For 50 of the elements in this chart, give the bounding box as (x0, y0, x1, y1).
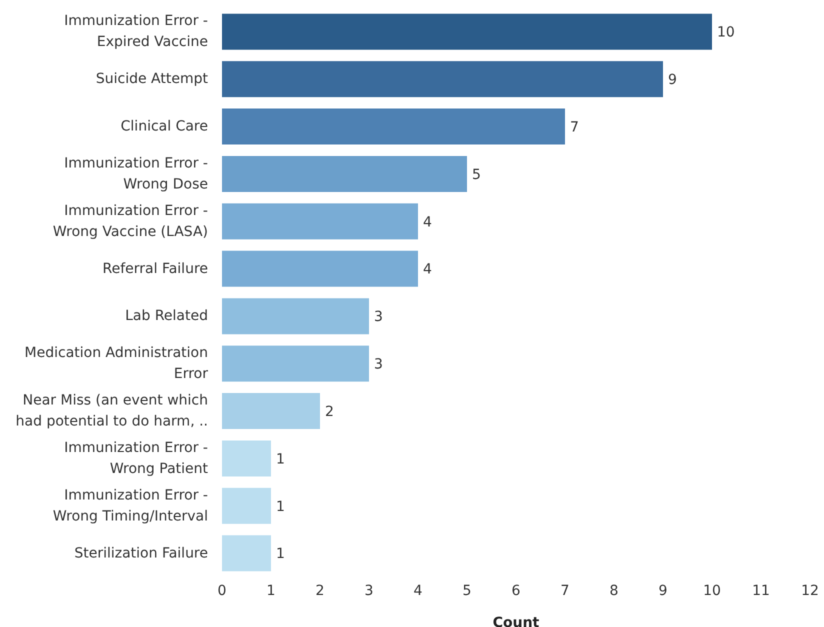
data-label: 1 (276, 451, 285, 468)
bar (222, 61, 663, 98)
x-tick-label: 0 (218, 582, 226, 599)
x-tick-label: 1 (266, 582, 276, 599)
data-label: 9 (668, 72, 677, 88)
data-label: 4 (423, 262, 432, 278)
bar (222, 14, 712, 50)
bar (222, 203, 418, 240)
bar (222, 393, 320, 430)
x-axis-title: Count (492, 615, 540, 627)
x-tick-label: 5 (462, 582, 472, 599)
y-tick-label: Immunization Error - Wrong Patient (64, 440, 209, 477)
data-label: 3 (374, 309, 383, 326)
y-tick-label: Clinical Care (120, 118, 208, 135)
y-tick-label: Referral Failure (102, 260, 208, 277)
bar (222, 535, 271, 572)
x-tick-label: 4 (414, 582, 423, 599)
x-tick-label: 7 (560, 582, 570, 599)
bar (222, 440, 271, 476)
y-tick-label: Immunization Error - Expired Vaccine (64, 13, 208, 50)
bar (222, 108, 565, 145)
data-label: 5 (472, 166, 481, 183)
y-tick-label: Immunization Error - Wrong Vaccine (LASA) (52, 202, 208, 240)
bar (222, 156, 467, 192)
x-tick-label: 12 (801, 582, 819, 599)
data-label: 1 (276, 498, 285, 515)
x-tick-label: 6 (512, 582, 521, 599)
x-tick-label: 2 (316, 582, 324, 599)
x-tick-label: 8 (610, 582, 618, 599)
x-tick-label: 11 (752, 582, 770, 599)
y-tick-label: Suicide Attempt (96, 71, 209, 88)
x-tick-label: 10 (703, 582, 721, 599)
y-tick-label: Lab Related (125, 308, 208, 324)
data-label: 3 (374, 356, 383, 373)
x-tick-label: 3 (364, 582, 374, 599)
data-label: 1 (276, 546, 285, 562)
bar (222, 346, 369, 382)
data-label: 4 (423, 214, 432, 230)
y-tick-label: Near Miss (an event which had potential to do harm, .. (16, 392, 208, 430)
data-label: 7 (570, 119, 579, 136)
bar (222, 298, 369, 334)
y-tick-label: Immunization Error - Wrong Timing/Interval (52, 487, 208, 524)
y-tick-label: Sterilization Failure (74, 545, 208, 562)
bar (222, 488, 271, 524)
x-tick-label: 9 (658, 582, 668, 599)
data-label: 10 (717, 24, 735, 41)
y-tick-label: Immunization Error - Wrong Dose (64, 155, 208, 192)
bar (222, 250, 418, 287)
data-label: 2 (325, 404, 334, 420)
y-tick-label: Medication Administration Error (24, 345, 208, 382)
